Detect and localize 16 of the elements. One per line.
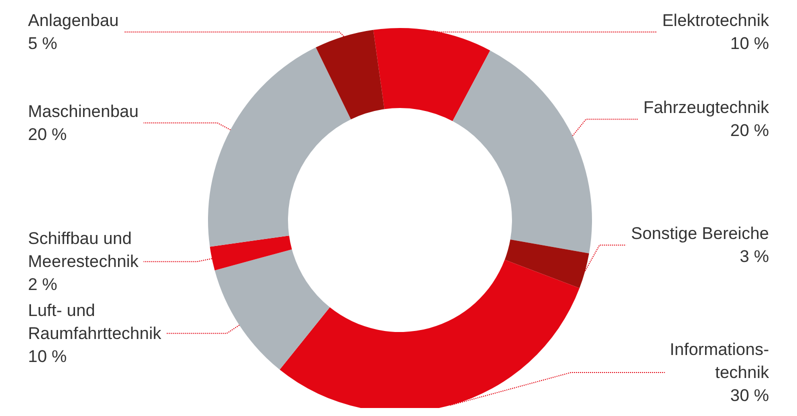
data-label: 30 %: [730, 386, 769, 405]
data-label: 2 %: [28, 275, 58, 294]
data-label: 3 %: [740, 247, 769, 266]
data-label: 10 %: [28, 346, 67, 366]
data-label: 10 %: [730, 34, 769, 53]
slice-label: Luft- und Raumfahrttechnik: [28, 300, 162, 343]
data-label: 20 %: [28, 124, 67, 144]
slice-label: Sonstige Bereiche: [631, 224, 769, 244]
slice-label: Elektrotechnik: [662, 11, 770, 30]
slice-label: Fahrzeugtechnik: [643, 98, 770, 118]
data-label: 5 %: [28, 34, 58, 53]
data-label: 20 %: [730, 121, 769, 140]
slice-label: Informations- technik: [670, 340, 770, 382]
slice-label: Schiffbau und Meerestechnik: [28, 229, 140, 272]
slice-label: Anlagenbau: [28, 11, 119, 30]
slice-label: Maschinenbau: [28, 102, 139, 121]
